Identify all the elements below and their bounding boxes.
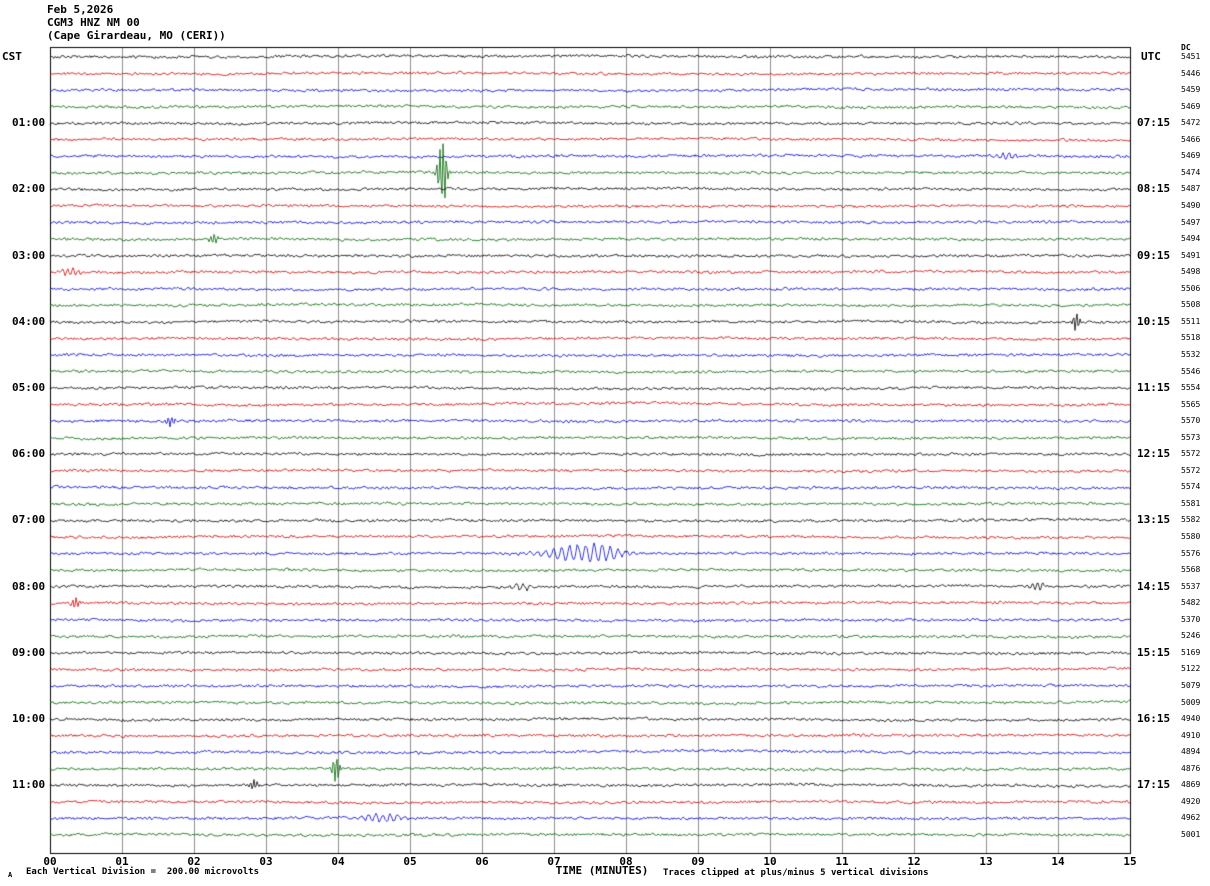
x-tick-label: 03 — [259, 855, 273, 868]
dc-value: 5565 — [1181, 400, 1201, 409]
clip-note: Traces clipped at plus/minus 5 vertical … — [663, 868, 929, 878]
utc-hour-label: 10:15 — [1137, 315, 1171, 328]
x-tick-label: 07 — [547, 855, 561, 868]
x-tick-label: 15 — [1123, 855, 1137, 868]
station-location: (Cape Girardeau, MO (CERI)) — [47, 29, 226, 42]
dc-value: 4920 — [1181, 797, 1201, 806]
utc-hour-label: 14:15 — [1137, 580, 1171, 593]
cst-hour-label: 10:00 — [12, 712, 46, 725]
x-tick-label: 04 — [331, 855, 345, 868]
x-tick-label: 13 — [979, 855, 993, 868]
dc-value: 5490 — [1181, 201, 1201, 210]
x-tick-label: 02 — [187, 855, 201, 868]
dc-value: 5580 — [1181, 532, 1201, 541]
dc-value: 5574 — [1181, 482, 1201, 491]
cst-hour-label: 07:00 — [12, 513, 46, 526]
utc-hour-label: 17:15 — [1137, 778, 1171, 791]
utc-hour-label: 09:15 — [1137, 249, 1171, 262]
dc-value: 5474 — [1181, 168, 1201, 177]
dc-value: 5370 — [1181, 615, 1201, 624]
dc-value: 5573 — [1181, 433, 1201, 442]
dc-value: 5572 — [1181, 466, 1201, 475]
cst-hour-label: 04:00 — [12, 315, 46, 328]
cst-hour-label: 03:00 — [12, 249, 46, 262]
cst-hour-label: 11:00 — [12, 778, 46, 791]
cst-hour-label: 09:00 — [12, 646, 46, 659]
dc-value: 4940 — [1181, 714, 1201, 723]
cst-hour-label: 01:00 — [12, 116, 46, 129]
x-tick-label: 01 — [115, 855, 129, 868]
cst-hour-label: 06:00 — [12, 447, 46, 460]
dc-value: 5570 — [1181, 416, 1201, 425]
scale-note: Each Vertical Division = 200.00 microvol… — [26, 867, 259, 877]
vertical-scale-icon: A — [8, 871, 13, 879]
dc-value: 5568 — [1181, 565, 1201, 574]
dc-value: 5546 — [1181, 367, 1201, 376]
dc-value: 5498 — [1181, 267, 1201, 276]
x-tick-label: 12 — [907, 855, 921, 868]
utc-hour-label: 13:15 — [1137, 513, 1171, 526]
dc-value: 5469 — [1181, 102, 1201, 111]
dc-value: 5497 — [1181, 218, 1201, 227]
cst-hour-label: 08:00 — [12, 580, 46, 593]
dc-value: 5472 — [1181, 118, 1201, 127]
dc-value: 5009 — [1181, 698, 1201, 707]
dc-value: 5581 — [1181, 499, 1201, 508]
dc-value: 4962 — [1181, 813, 1201, 822]
dc-value: 5079 — [1181, 681, 1201, 690]
x-tick-label: 11 — [835, 855, 849, 868]
dc-value: 5494 — [1181, 234, 1201, 243]
dc-value: 4876 — [1181, 764, 1201, 773]
dc-column-header: DC — [1181, 43, 1191, 52]
plot-date: Feb 5,2026 — [47, 3, 114, 16]
dc-value: 5511 — [1181, 317, 1201, 326]
dc-value: 5459 — [1181, 85, 1201, 94]
dc-value: 5469 — [1181, 151, 1201, 160]
dc-value: 4910 — [1181, 731, 1201, 740]
dc-value: 5506 — [1181, 284, 1201, 293]
x-tick-label: 00 — [43, 855, 57, 868]
dc-value: 5451 — [1181, 52, 1201, 61]
dc-value: 5246 — [1181, 631, 1201, 640]
utc-hour-label: 08:15 — [1137, 182, 1171, 195]
x-tick-label: 06 — [475, 855, 489, 868]
dc-value: 5572 — [1181, 449, 1201, 458]
utc-hour-label: 15:15 — [1137, 646, 1171, 659]
dc-value: 5122 — [1181, 664, 1201, 673]
dc-value: 4894 — [1181, 747, 1201, 756]
utc-hour-label: 12:15 — [1137, 447, 1171, 460]
dc-value: 5482 — [1181, 598, 1201, 607]
dc-value: 5487 — [1181, 184, 1201, 193]
dc-value: 5508 — [1181, 300, 1201, 309]
dc-value: 5446 — [1181, 69, 1201, 78]
dc-value: 5518 — [1181, 333, 1201, 342]
left-timezone-label: CST — [2, 50, 22, 63]
utc-hour-label: 07:15 — [1137, 116, 1171, 129]
cst-hour-label: 05:00 — [12, 381, 46, 394]
x-tick-label: 09 — [691, 855, 705, 868]
dc-value: 5491 — [1181, 251, 1201, 260]
utc-hour-label: 16:15 — [1137, 712, 1171, 725]
station-code: CGM3 HNZ NM 00 — [47, 16, 140, 29]
utc-hour-label: 11:15 — [1137, 381, 1171, 394]
x-tick-label: 05 — [403, 855, 417, 868]
right-timezone-label: UTC — [1141, 50, 1161, 63]
dc-value: 4869 — [1181, 780, 1201, 789]
dc-value: 5537 — [1181, 582, 1201, 591]
dc-value: 5001 — [1181, 830, 1201, 839]
dc-value: 5582 — [1181, 515, 1201, 524]
cst-hour-label: 02:00 — [12, 182, 46, 195]
dc-value: 5576 — [1181, 549, 1201, 558]
x-tick-label: 14 — [1051, 855, 1065, 868]
x-tick-label: 08 — [619, 855, 633, 868]
dc-value: 5554 — [1181, 383, 1201, 392]
x-tick-label: 10 — [763, 855, 777, 868]
dc-value: 5169 — [1181, 648, 1201, 657]
dc-value: 5466 — [1181, 135, 1201, 144]
x-axis-title: TIME (MINUTES) — [555, 864, 649, 877]
dc-value: 5532 — [1181, 350, 1201, 359]
